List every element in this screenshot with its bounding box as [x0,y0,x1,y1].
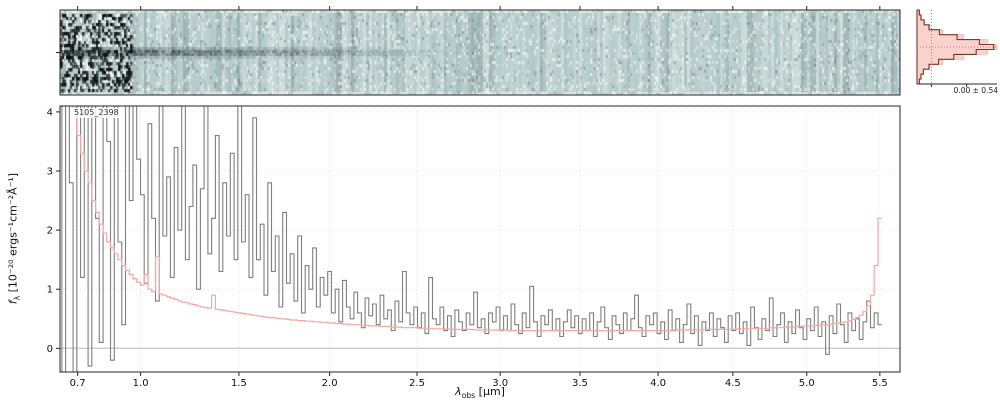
xlabel-units: [μm] [475,385,505,398]
y-axis: 0 1 2 3 4 [47,107,60,355]
ylabel-symbol: f [6,300,20,305]
svg-text:5.0: 5.0 [799,378,815,389]
svg-text:1: 1 [47,285,53,296]
x-axis: 0.7 1.0 1.5 2.0 2.5 3.0 3.5 4.0 4.5 5.0 5.5 [70,372,888,389]
object-id-label: 5105_2398 [72,108,121,118]
spec2d-frame [59,9,901,96]
svg-text:3.5: 3.5 [572,378,588,389]
svg-text:1.5: 1.5 [231,378,247,389]
svg-text:3.0: 3.0 [492,378,508,389]
profile-stats-label: 0.00 ± 0.54 [953,86,998,95]
ylabel-subscript: λ [12,295,22,301]
svg-text:2: 2 [47,226,53,237]
profile-histogram [916,9,998,87]
svg-text:5.5: 5.5 [872,378,888,389]
plot-frame [59,105,901,373]
x-axis-label: λobs [μm] [380,385,580,400]
svg-text:0: 0 [47,344,53,355]
xlabel-symbol: λ [455,385,462,398]
svg-text:4.5: 4.5 [725,378,741,389]
svg-text:4: 4 [47,107,53,118]
error-line [72,106,882,332]
svg-text:3: 3 [47,167,53,178]
svg-text:2.0: 2.0 [322,378,338,389]
ylabel-units: [10⁻²⁰ ergs⁻¹cm⁻²Å⁻¹] [6,172,20,296]
y-axis-label: fλ [10⁻²⁰ ergs⁻¹cm⁻²Å⁻¹] [6,79,21,399]
spec2d-top-ticks [77,6,881,10]
svg-text:0.7: 0.7 [70,378,86,389]
svg-text:2.5: 2.5 [409,378,425,389]
flux-line [61,106,882,372]
svg-text:4.0: 4.0 [650,378,666,389]
spec2d-image [60,10,900,95]
svg-text:1.0: 1.0 [133,378,149,389]
xlabel-subscript: obs [461,391,476,400]
grid [60,106,900,372]
